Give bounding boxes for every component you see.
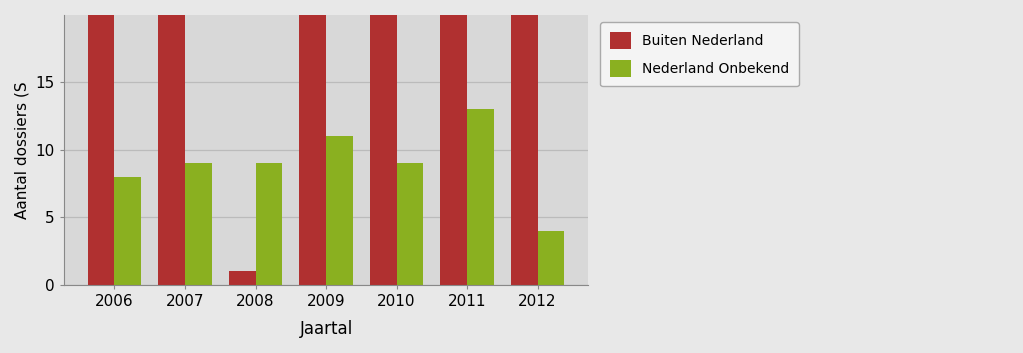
Bar: [115, 177, 141, 285]
Bar: [397, 163, 424, 285]
Bar: [256, 163, 282, 285]
Bar: [88, 0, 115, 285]
Y-axis label: Aantal dossiers (S: Aantal dossiers (S: [15, 81, 30, 219]
Bar: [468, 109, 494, 285]
X-axis label: Jaartal: Jaartal: [300, 320, 353, 338]
Bar: [185, 163, 212, 285]
Bar: [326, 137, 353, 285]
Bar: [537, 231, 565, 285]
Bar: [159, 0, 185, 285]
Bar: [229, 271, 256, 285]
Bar: [510, 0, 537, 285]
Bar: [299, 0, 326, 285]
Bar: [369, 0, 397, 285]
Legend: Buiten Nederland, Nederland Onbekend: Buiten Nederland, Nederland Onbekend: [601, 22, 799, 86]
Bar: [440, 0, 468, 285]
